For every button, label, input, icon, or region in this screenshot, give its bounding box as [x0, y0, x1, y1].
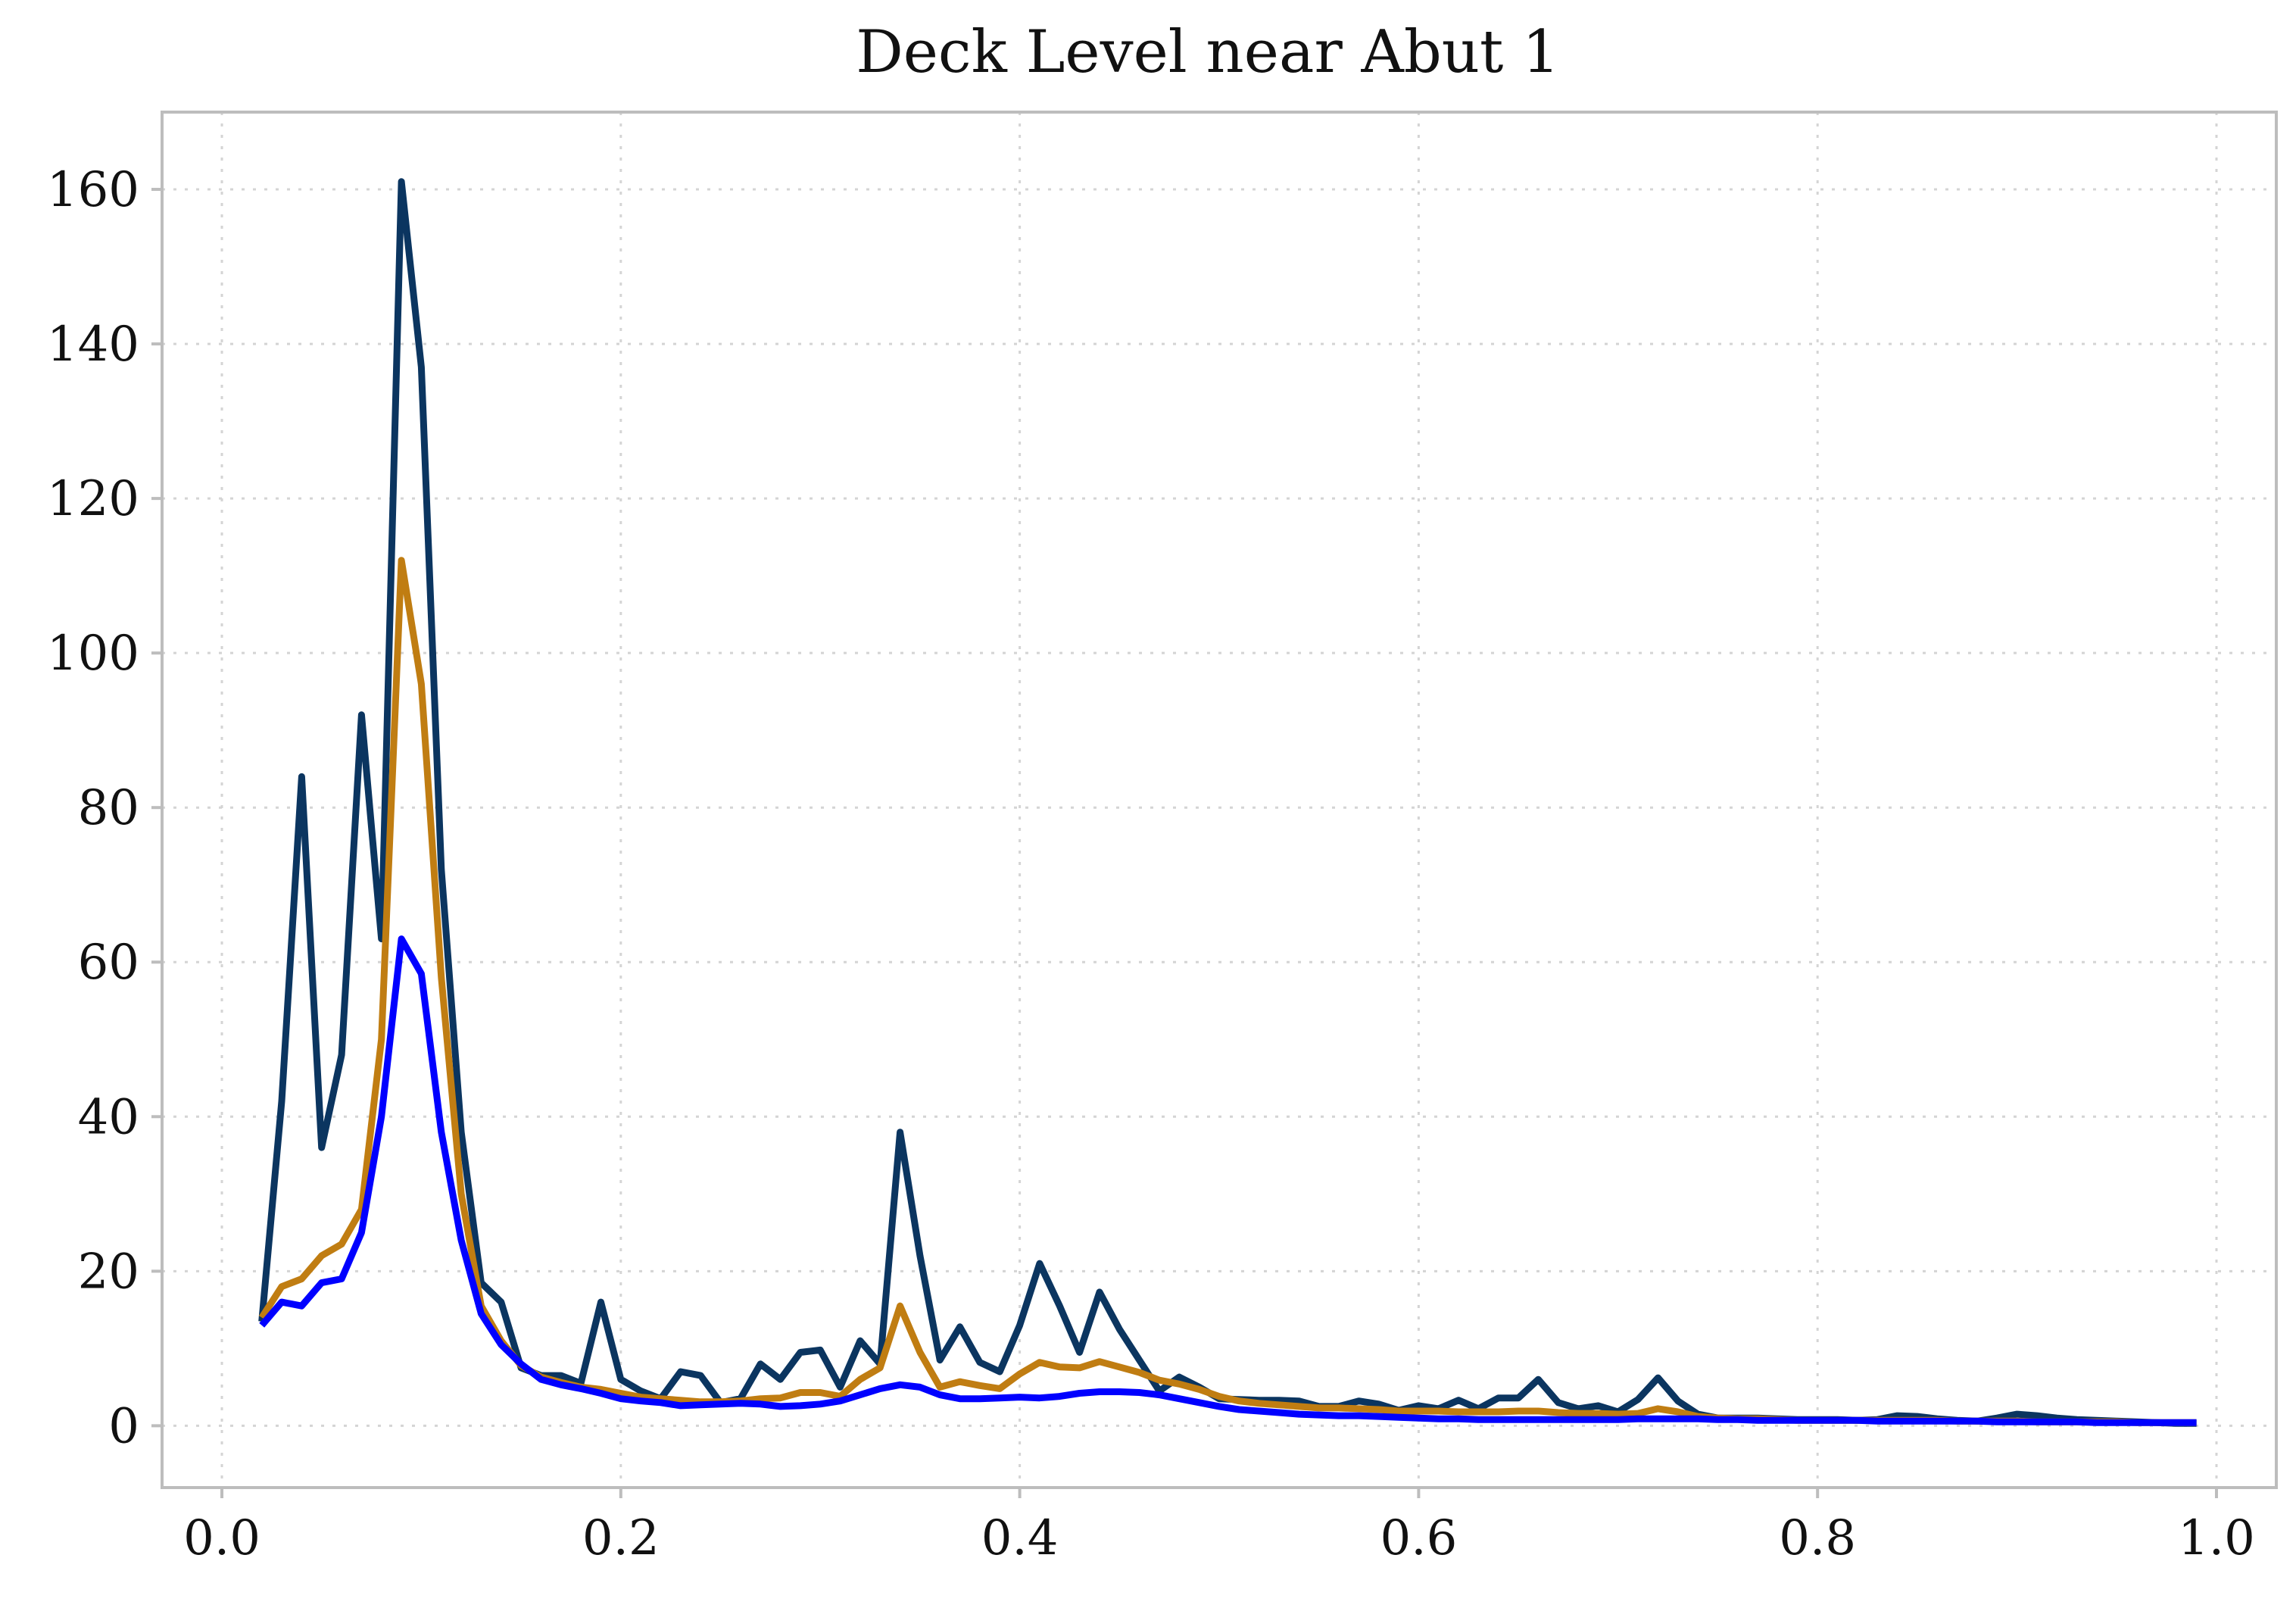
series-line-3	[259, 935, 2197, 1426]
chart-title: Deck Level near Abut 1	[856, 18, 1560, 86]
plot-area-frame	[161, 111, 2278, 1489]
y-tick-label: 160	[47, 162, 139, 218]
y-tick-label: 120	[47, 471, 139, 527]
series-line-2	[258, 557, 2197, 1426]
x-tick-label: 0.0	[183, 1510, 260, 1566]
series-line-1	[258, 178, 2197, 1427]
series-lines	[258, 178, 2197, 1427]
y-tick-label: 0	[108, 1398, 139, 1454]
y-tick-label: 60	[78, 935, 139, 991]
y-tick-label: 20	[78, 1244, 139, 1300]
x-tick-label: 0.8	[1779, 1510, 1856, 1566]
x-tick-label: 0.2	[582, 1510, 660, 1566]
x-tick-label: 0.4	[981, 1510, 1059, 1566]
y-tick-label: 100	[47, 626, 139, 682]
y-tick-label: 80	[78, 780, 139, 836]
y-tick-label: 140	[47, 317, 139, 373]
grid	[162, 112, 2276, 1488]
x-tick-label: 1.0	[2178, 1510, 2255, 1566]
axis-ticks: 0.0 0.2 0.4 0.6 0.8 1.0 0 20 40 60 80 100 120 140 160	[47, 162, 2255, 1566]
y-tick-label: 40	[78, 1089, 139, 1145]
x-tick-label: 0.6	[1380, 1510, 1458, 1566]
